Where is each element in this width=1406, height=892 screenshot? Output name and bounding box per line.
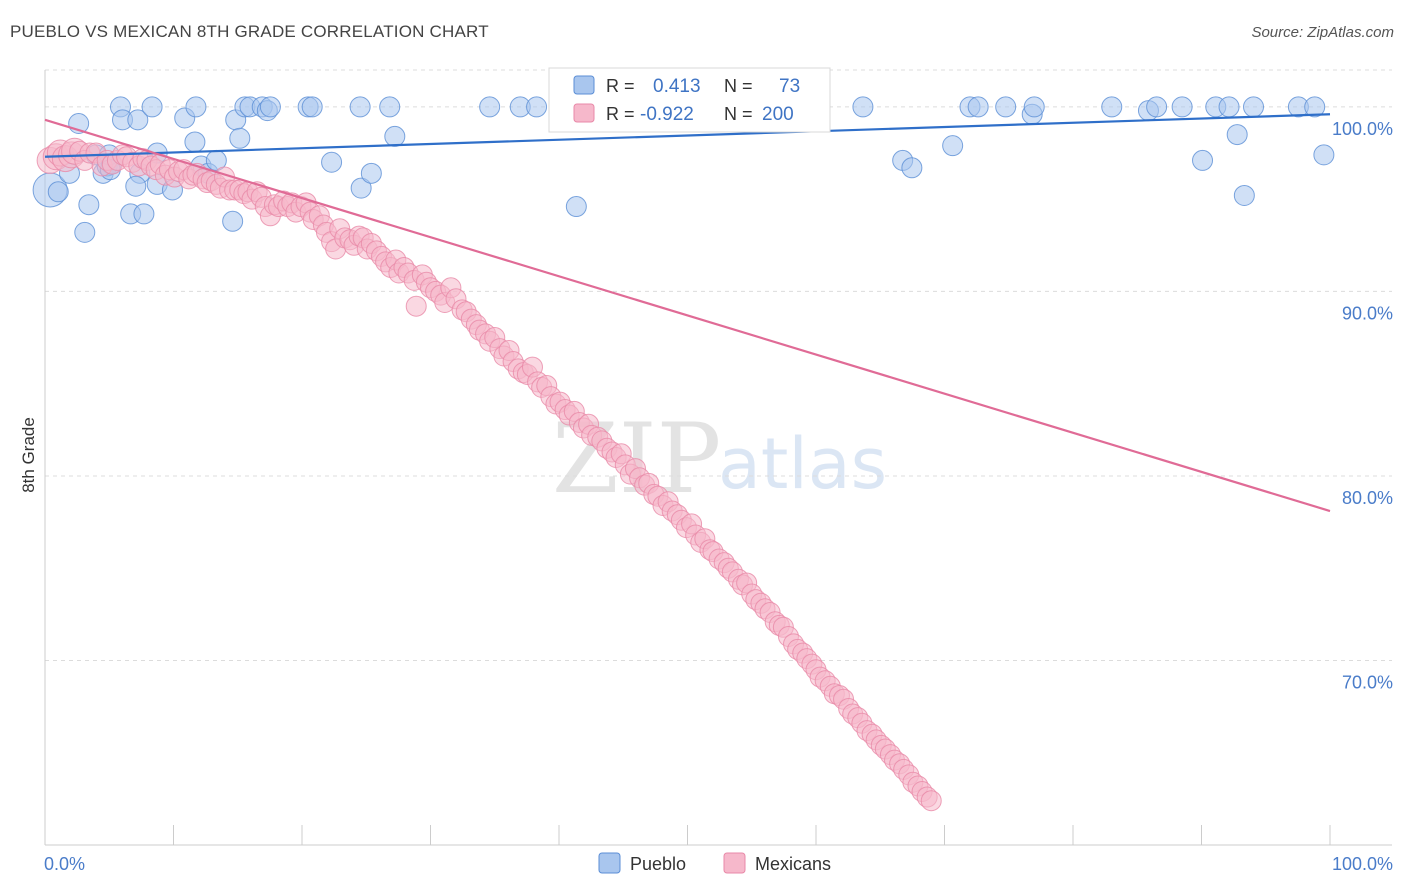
trend-lines [44, 113, 1331, 513]
stats-swatch-pueblo [573, 75, 595, 95]
pueblo-point [360, 162, 382, 184]
pueblo-point [1226, 124, 1248, 146]
pueblo-point [74, 221, 96, 243]
pueblo-point [1243, 96, 1265, 118]
legend-swatch-pueblo [598, 852, 621, 874]
mexicans-point [405, 295, 427, 317]
pueblo-point [185, 96, 207, 118]
pueblo-point [942, 135, 964, 157]
mexicans-point [920, 790, 942, 812]
pueblo-point [901, 157, 923, 179]
tick-labels: 70.0% 80.0% 90.0% 100.0% 0.0% 100.0% [44, 119, 1393, 874]
pueblo-point [1146, 96, 1168, 118]
trend-line-mexicans [44, 118, 1331, 513]
series-pueblo-points [32, 96, 1335, 243]
y-tick-label: 70.0% [1342, 672, 1393, 692]
pueblo-point [852, 96, 874, 118]
pueblo-point [379, 96, 401, 118]
pueblo-point [184, 131, 206, 153]
x-tick-label: 100.0% [1332, 854, 1393, 874]
legend-swatch-mexicans [723, 852, 746, 874]
pueblo-point [125, 175, 147, 197]
stats-mexicans-r-label: R = [606, 104, 635, 124]
pueblo-point [133, 203, 155, 225]
pueblo-point [1304, 96, 1326, 118]
trend-line-pueblo [44, 113, 1331, 158]
x-tick-label: 0.0% [44, 854, 85, 874]
pueblo-point [1192, 149, 1214, 171]
stats-swatch-mexicans [573, 103, 595, 123]
pueblo-point [1023, 96, 1045, 118]
pueblo-point [526, 96, 548, 118]
pueblo-point [1171, 96, 1193, 118]
pueblo-point [47, 181, 69, 203]
pueblo-point [967, 96, 989, 118]
legend-label-mexicans: Mexicans [755, 854, 831, 874]
pueblo-point [349, 96, 371, 118]
chart-title: PUEBLO VS MEXICAN 8TH GRADE CORRELATION … [10, 22, 489, 41]
watermark-atlas: atlas [718, 423, 887, 505]
legend-label-pueblo: Pueblo [630, 854, 686, 874]
stats-mexicans-n-label: N = [724, 104, 753, 124]
stats-pueblo-r-label: R = [606, 76, 635, 96]
pueblo-point [479, 96, 501, 118]
pueblo-point [565, 196, 587, 218]
pueblo-point [259, 96, 281, 118]
stats-pueblo-r-value: 0.413 [653, 76, 701, 97]
legend: Pueblo Mexicans [598, 852, 831, 874]
source-credit: Source: ZipAtlas.com [1251, 24, 1394, 41]
pueblo-point [1233, 184, 1255, 206]
y-axis-label: 8th Grade [19, 417, 38, 493]
y-tick-label: 100.0% [1332, 119, 1393, 139]
series-mexicans-points [36, 137, 942, 812]
y-tick-label: 90.0% [1342, 303, 1393, 323]
pueblo-point [1313, 144, 1335, 166]
y-tick-label: 80.0% [1342, 488, 1393, 508]
pueblo-point [1101, 96, 1123, 118]
pueblo-point [222, 210, 244, 232]
stats-mexicans-r-value: -0.922 [640, 104, 694, 125]
pueblo-point [301, 96, 323, 118]
stats-box: R = 0.413 N = 73 R = -0.922 N = 200 [548, 67, 831, 133]
pueblo-point [995, 96, 1017, 118]
pueblo-point [1218, 96, 1240, 118]
pueblo-point [78, 194, 100, 216]
pueblo-point [127, 109, 149, 131]
stats-mexicans-n-value: 200 [762, 104, 794, 125]
pueblo-point [229, 127, 251, 149]
stats-pueblo-n-label: N = [724, 76, 753, 96]
pueblo-point [321, 151, 343, 173]
pueblo-point [141, 96, 163, 118]
stats-pueblo-n-value: 73 [779, 76, 800, 97]
pueblo-point [384, 125, 406, 147]
pueblo-point [350, 177, 372, 199]
